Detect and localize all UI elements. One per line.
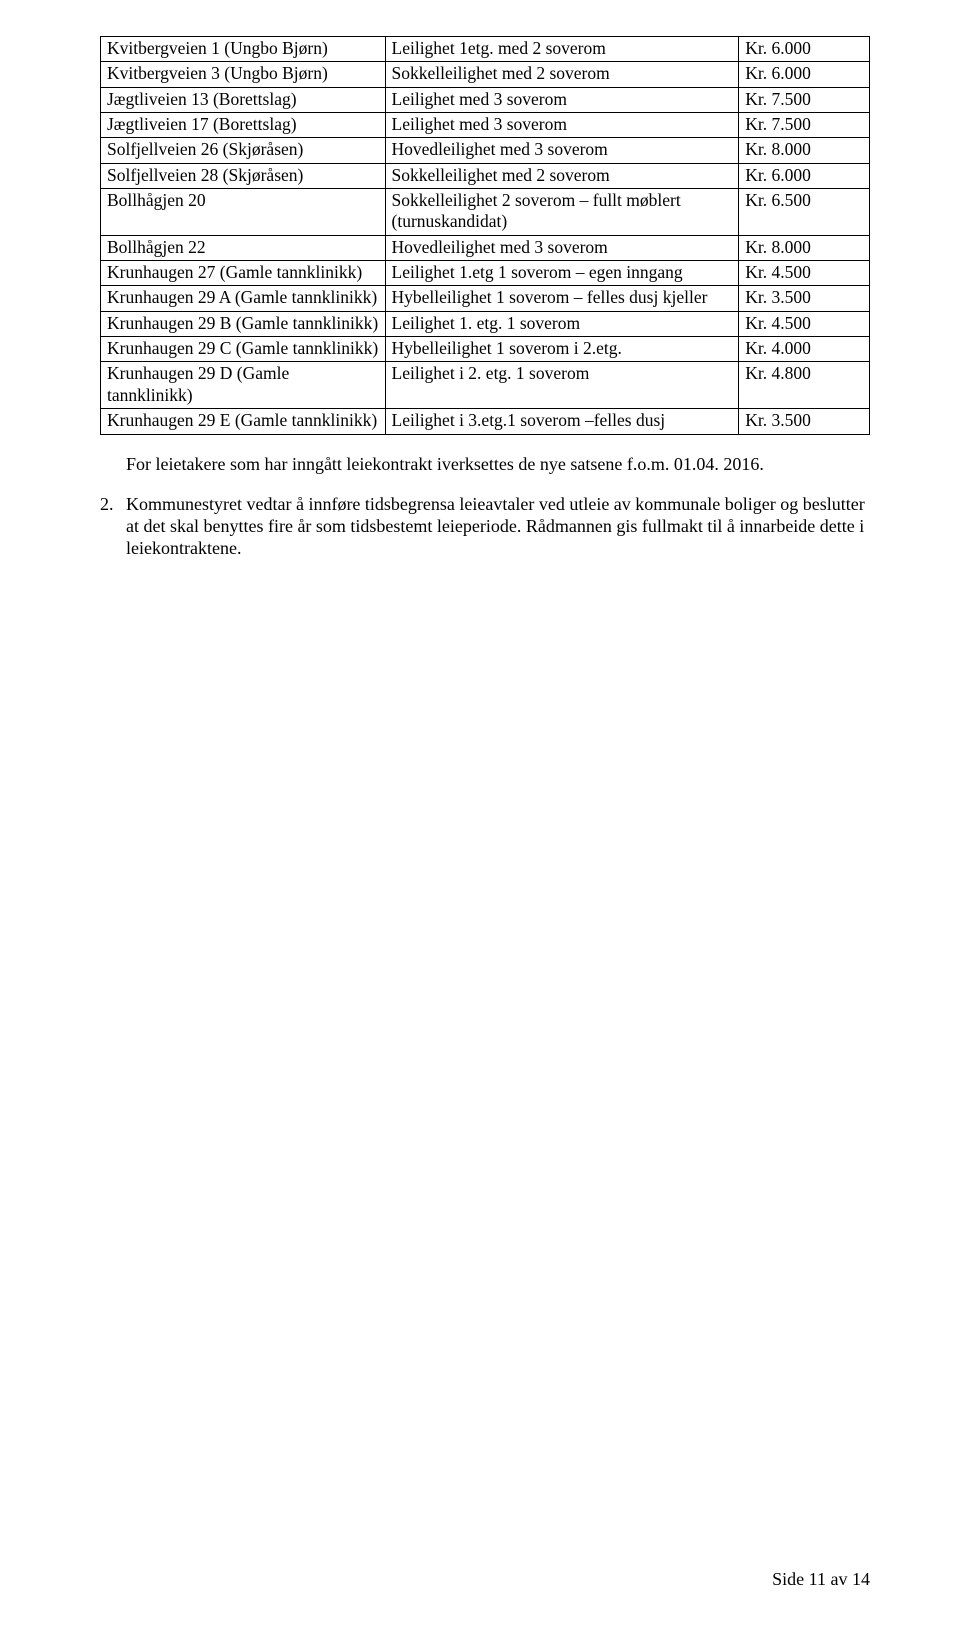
cell-price: Kr. 8.000 bbox=[739, 235, 870, 260]
table-row: Solfjellveien 26 (Skjøråsen)Hovedleiligh… bbox=[101, 138, 870, 163]
cell-address: Jægtliveien 13 (Borettslag) bbox=[101, 87, 386, 112]
cell-address: Bollhågjen 20 bbox=[101, 189, 386, 236]
table-row: Solfjellveien 28 (Skjøråsen)Sokkelleilig… bbox=[101, 163, 870, 188]
cell-price: Kr. 4.500 bbox=[739, 311, 870, 336]
page-footer: Side 11 av 14 bbox=[772, 1569, 870, 1590]
table-row: Krunhaugen 29 C (Gamle tannklinikk)Hybel… bbox=[101, 337, 870, 362]
table-row: Bollhågjen 22Hovedleilighet med 3 sovero… bbox=[101, 235, 870, 260]
cell-address: Bollhågjen 22 bbox=[101, 235, 386, 260]
cell-description: Leilighet 1. etg. 1 soverom bbox=[385, 311, 739, 336]
table-row: Krunhaugen 29 B (Gamle tannklinikk)Leili… bbox=[101, 311, 870, 336]
cell-price: Kr. 3.500 bbox=[739, 286, 870, 311]
page: Kvitbergveien 1 (Ungbo Bjørn)Leilighet 1… bbox=[0, 0, 960, 1630]
table-row: Jægtliveien 17 (Borettslag)Leilighet med… bbox=[101, 113, 870, 138]
cell-price: Kr. 4.800 bbox=[739, 362, 870, 409]
cell-address: Solfjellveien 26 (Skjøråsen) bbox=[101, 138, 386, 163]
list-item-2: 2. Kommunestyret vedtar å innføre tidsbe… bbox=[100, 493, 870, 559]
cell-description: Leilighet 1.etg 1 soverom – egen inngang bbox=[385, 261, 739, 286]
list-body: Kommunestyret vedtar å innføre tidsbegre… bbox=[126, 493, 870, 559]
cell-address: Krunhaugen 29 D (Gamle tannklinikk) bbox=[101, 362, 386, 409]
cell-address: Krunhaugen 27 (Gamle tannklinikk) bbox=[101, 261, 386, 286]
cell-address: Solfjellveien 28 (Skjøråsen) bbox=[101, 163, 386, 188]
cell-address: Krunhaugen 29 E (Gamle tannklinikk) bbox=[101, 409, 386, 434]
paragraph-effective-date: For leietakere som har inngått leiekontr… bbox=[100, 453, 870, 475]
cell-address: Krunhaugen 29 A (Gamle tannklinikk) bbox=[101, 286, 386, 311]
cell-price: Kr. 6.500 bbox=[739, 189, 870, 236]
cell-price: Kr. 3.500 bbox=[739, 409, 870, 434]
cell-description: Hybelleilighet 1 soverom – felles dusj k… bbox=[385, 286, 739, 311]
table-row: Krunhaugen 27 (Gamle tannklinikk)Leiligh… bbox=[101, 261, 870, 286]
cell-description: Hybelleilighet 1 soverom i 2.etg. bbox=[385, 337, 739, 362]
cell-description: Hovedleilighet med 3 soverom bbox=[385, 138, 739, 163]
cell-address: Kvitbergveien 1 (Ungbo Bjørn) bbox=[101, 37, 386, 62]
cell-address: Kvitbergveien 3 (Ungbo Bjørn) bbox=[101, 62, 386, 87]
cell-description: Hovedleilighet med 3 soverom bbox=[385, 235, 739, 260]
cell-price: Kr. 6.000 bbox=[739, 163, 870, 188]
table-row: Jægtliveien 13 (Borettslag)Leilighet med… bbox=[101, 87, 870, 112]
cell-description: Sokkelleilighet med 2 soverom bbox=[385, 163, 739, 188]
price-table: Kvitbergveien 1 (Ungbo Bjørn)Leilighet 1… bbox=[100, 36, 870, 435]
cell-address: Jægtliveien 17 (Borettslag) bbox=[101, 113, 386, 138]
table-row: Krunhaugen 29 D (Gamle tannklinikk)Leili… bbox=[101, 362, 870, 409]
cell-address: Krunhaugen 29 B (Gamle tannklinikk) bbox=[101, 311, 386, 336]
cell-price: Kr. 8.000 bbox=[739, 138, 870, 163]
cell-price: Kr. 7.500 bbox=[739, 113, 870, 138]
cell-price: Kr. 6.000 bbox=[739, 62, 870, 87]
cell-price: Kr. 7.500 bbox=[739, 87, 870, 112]
cell-description: Sokkelleilighet 2 soverom – fullt møbler… bbox=[385, 189, 739, 236]
table-row: Bollhågjen 20Sokkelleilighet 2 soverom –… bbox=[101, 189, 870, 236]
table-row: Kvitbergveien 1 (Ungbo Bjørn)Leilighet 1… bbox=[101, 37, 870, 62]
cell-description: Leilighet med 3 soverom bbox=[385, 87, 739, 112]
table-row: Krunhaugen 29 E (Gamle tannklinikk)Leili… bbox=[101, 409, 870, 434]
cell-price: Kr. 4.000 bbox=[739, 337, 870, 362]
list-number: 2. bbox=[100, 493, 126, 559]
cell-description: Sokkelleilighet med 2 soverom bbox=[385, 62, 739, 87]
table-row: Krunhaugen 29 A (Gamle tannklinikk)Hybel… bbox=[101, 286, 870, 311]
cell-description: Leilighet i 3.etg.1 soverom –felles dusj bbox=[385, 409, 739, 434]
cell-description: Leilighet i 2. etg. 1 soverom bbox=[385, 362, 739, 409]
table-row: Kvitbergveien 3 (Ungbo Bjørn)Sokkelleili… bbox=[101, 62, 870, 87]
cell-address: Krunhaugen 29 C (Gamle tannklinikk) bbox=[101, 337, 386, 362]
cell-price: Kr. 4.500 bbox=[739, 261, 870, 286]
cell-description: Leilighet 1etg. med 2 soverom bbox=[385, 37, 739, 62]
cell-price: Kr. 6.000 bbox=[739, 37, 870, 62]
cell-description: Leilighet med 3 soverom bbox=[385, 113, 739, 138]
